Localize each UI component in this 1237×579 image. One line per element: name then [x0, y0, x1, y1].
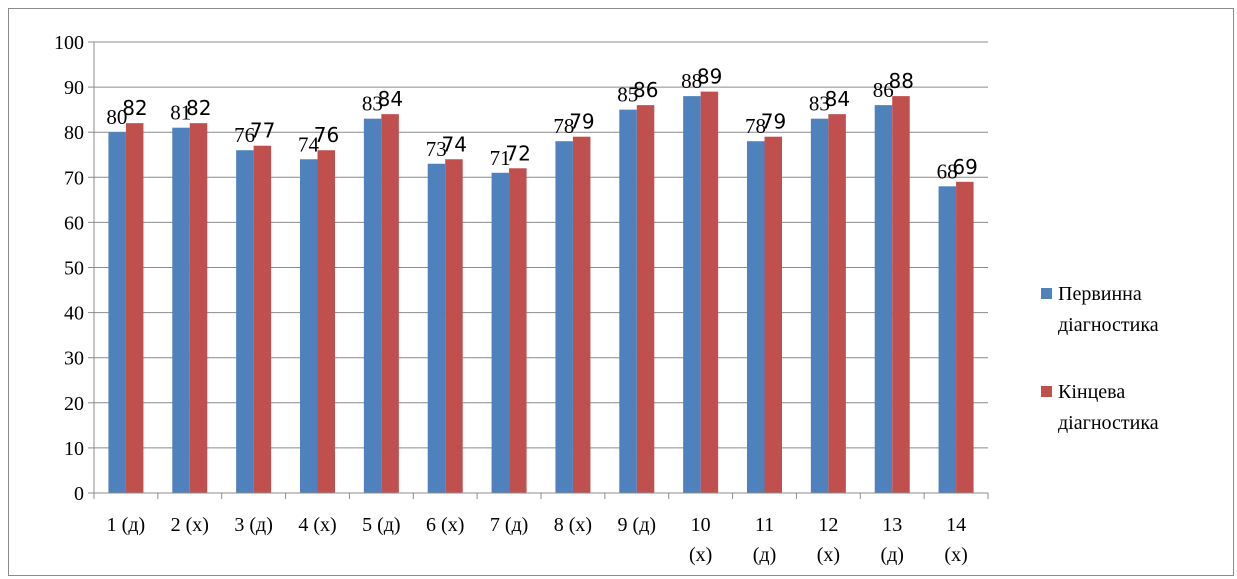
- x-tick-label-line: 11: [755, 514, 774, 536]
- legend-label-initial: Первинна: [1058, 283, 1142, 305]
- y-tick-label: 20: [64, 393, 84, 415]
- bar-final-12: [828, 114, 846, 493]
- y-tick-label: 100: [54, 32, 84, 54]
- x-tick-label-line: 8 (х): [554, 514, 592, 536]
- x-tick-label-line: 4 (х): [298, 514, 336, 536]
- x-tick-label-line: 6 (х): [426, 514, 464, 536]
- x-tick-label-line: 2 (х): [171, 514, 209, 536]
- x-tick-label-2: 2 (х): [171, 514, 209, 536]
- bar-final-1: [126, 123, 144, 493]
- legend-swatch-final: [1041, 386, 1052, 397]
- x-tick-label-line: 14: [946, 514, 966, 536]
- data-label-final-6: 74: [441, 132, 466, 156]
- data-label-final-14: 69: [952, 155, 977, 179]
- data-label-final-5: 84: [378, 87, 403, 111]
- bar-final-7: [509, 168, 526, 493]
- x-tick-labels: 1 (д) 2 (х) 3 (д) 4 (х) 5 (д) 6 (х) 7 (д) 8 (х)…: [107, 514, 968, 566]
- axes: [88, 42, 988, 499]
- x-tick-label-line: (д): [753, 544, 777, 566]
- legend-swatch-initial: [1041, 288, 1052, 299]
- legend: Первинна діагностика Кінцева діагностика: [1041, 283, 1159, 434]
- y-tick-label: 70: [64, 167, 84, 189]
- x-tick-label-line: 1 (д): [107, 514, 146, 536]
- x-tick-label-12: 12 (х): [817, 514, 840, 566]
- x-tick-label-line: 7 (д): [490, 514, 529, 536]
- x-tick-label-line: 3 (д): [234, 514, 273, 536]
- x-tick-label-10: 10 (х): [689, 514, 712, 566]
- y-tick-label: 60: [64, 212, 84, 234]
- data-label-final-10: 89: [697, 65, 722, 89]
- x-tick-label-7: 7 (д): [490, 514, 529, 536]
- y-tick-label: 0: [74, 483, 84, 505]
- bar-initial-11: [747, 141, 765, 493]
- bar-initial-4: [300, 159, 318, 493]
- x-tick-label-3: 3 (д): [234, 514, 273, 536]
- x-tick-label-8: 8 (х): [554, 514, 592, 536]
- y-tick-label: 90: [64, 77, 84, 99]
- x-tick-label-1: 1 (д): [107, 514, 146, 536]
- bar-initial-2: [172, 128, 190, 493]
- x-tick-label-line: (х): [817, 544, 840, 566]
- bar-final-9: [637, 105, 655, 493]
- bar-initial-12: [811, 119, 829, 493]
- bar-final-4: [318, 150, 336, 493]
- y-tick-label: 10: [64, 438, 84, 460]
- x-tick-label-line: 5 (д): [362, 514, 401, 536]
- bar-initial-10: [683, 96, 701, 493]
- bar-initial-14: [939, 186, 957, 493]
- x-tick-label-11: 11 (д): [753, 514, 777, 566]
- legend-label-initial: діагностика: [1058, 314, 1159, 336]
- y-tick-label: 80: [64, 122, 84, 144]
- x-tick-label-line: (х): [944, 544, 967, 566]
- data-label-final-1: 82: [122, 96, 147, 120]
- y-tick-labels: 0 10 20 30 40 50 60 70 80 90 100: [54, 32, 84, 505]
- x-tick-label-line: 12: [818, 514, 838, 536]
- x-tick-label-line: (д): [880, 544, 904, 566]
- data-label-final-7: 72: [505, 141, 530, 165]
- bar-final-13: [892, 96, 910, 493]
- bar-initial-13: [875, 105, 893, 493]
- data-label-final-12: 84: [825, 87, 850, 111]
- y-tick-label: 30: [64, 348, 84, 370]
- bar-initial-8: [555, 141, 573, 493]
- bar-initial-7: [492, 173, 510, 493]
- data-label-final-4: 76: [314, 123, 339, 147]
- data-label-final-2: 82: [186, 96, 211, 120]
- bar-final-6: [445, 159, 463, 493]
- x-tick-label-9: 9 (д): [618, 514, 657, 536]
- x-tick-label-line: 13: [882, 514, 902, 536]
- data-label-final-9: 86: [633, 78, 658, 102]
- bar-final-3: [254, 146, 272, 493]
- data-label-final-8: 79: [569, 110, 594, 134]
- legend-label-final: Кінцева: [1058, 381, 1125, 403]
- legend-label-final: діагностика: [1058, 412, 1159, 434]
- x-tick-label-13: 13 (д): [880, 514, 904, 566]
- bar-initial-5: [364, 119, 382, 493]
- gridlines: [94, 42, 988, 448]
- bar-initial-1: [108, 132, 126, 493]
- bars: [108, 92, 973, 493]
- bar-final-2: [190, 123, 208, 493]
- x-tick-label-line: (х): [689, 544, 712, 566]
- data-label-final-3: 77: [250, 119, 275, 143]
- x-tick-label-5: 5 (д): [362, 514, 401, 536]
- x-tick-label-line: 10: [691, 514, 711, 536]
- data-label-final-11: 79: [761, 110, 786, 134]
- y-tick-label: 40: [64, 303, 84, 325]
- bar-final-8: [573, 137, 591, 493]
- x-tick-label-4: 4 (х): [298, 514, 336, 536]
- bar-final-11: [765, 137, 783, 493]
- x-tick-label-6: 6 (х): [426, 514, 464, 536]
- bar-initial-6: [428, 164, 446, 493]
- data-label-final-13: 88: [888, 69, 913, 93]
- bar-initial-3: [236, 150, 254, 493]
- x-tick-label-14: 14 (х): [944, 514, 967, 566]
- bar-final-5: [381, 114, 399, 493]
- bar-initial-9: [619, 110, 637, 493]
- bar-final-14: [956, 182, 974, 493]
- x-tick-label-line: 9 (д): [618, 514, 657, 536]
- bar-final-10: [701, 92, 719, 493]
- y-tick-label: 50: [64, 258, 84, 280]
